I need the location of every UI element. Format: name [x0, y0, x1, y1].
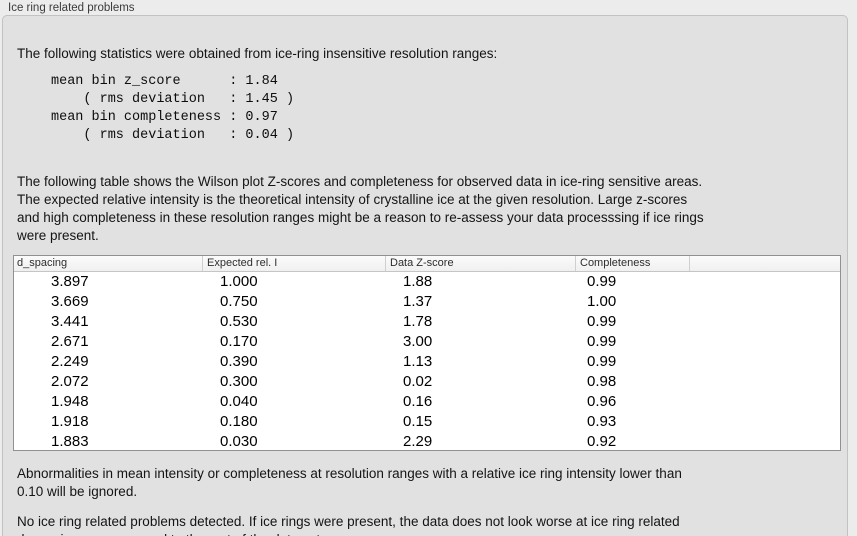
- table-cell: 1.918: [51, 413, 89, 430]
- column-header-empty[interactable]: [690, 256, 840, 271]
- table-cell: 2.671: [51, 333, 89, 350]
- table-cell: 0.530: [220, 313, 258, 330]
- table-cell: 1.78: [403, 313, 433, 330]
- ice-ring-table: d_spacing Expected rel. I Data Z-score Comp…: [13, 255, 841, 451]
- table-cell: 1.37: [403, 293, 433, 310]
- table-cell: [690, 372, 840, 392]
- ignore-note: Abnormalities in mean intensity or compl…: [17, 466, 682, 499]
- table-row[interactable]: 3.897 1.000 1.88 0.99: [14, 272, 840, 292]
- column-header-completeness[interactable]: Completeness: [576, 256, 690, 271]
- table-cell: 1.883: [51, 433, 89, 450]
- table-cell: 1.948: [51, 393, 89, 410]
- table-cell: 1.00: [587, 293, 617, 310]
- column-header-d-spacing[interactable]: d_spacing: [14, 256, 203, 271]
- table-cell: 2.249: [51, 353, 89, 370]
- table-cell: 0.99: [587, 313, 617, 330]
- table-cell: 1.88: [403, 273, 433, 290]
- table-row[interactable]: 3.441 0.530 1.78 0.99: [14, 312, 840, 332]
- table-cell: 0.99: [587, 273, 617, 290]
- table-cell: [690, 312, 840, 332]
- table-cell: 0.92: [587, 433, 617, 450]
- table-cell: 0.96: [587, 393, 617, 410]
- table-cell: [690, 332, 840, 352]
- table-row[interactable]: 2.671 0.170 3.00 0.99: [14, 332, 840, 352]
- table-cell: 2.072: [51, 373, 89, 390]
- table-cell: 2.29: [403, 433, 433, 450]
- table-cell: 0.180: [220, 413, 258, 430]
- table-row[interactable]: 1.883 0.030 2.29 0.92: [14, 432, 840, 450]
- table-cell: [690, 412, 840, 432]
- table-cell: [690, 292, 840, 312]
- table-cell: 0.02: [403, 373, 433, 390]
- table-description: The following table shows the Wilson plo…: [17, 174, 704, 243]
- table-row[interactable]: 2.249 0.390 1.13 0.99: [14, 352, 840, 372]
- table-cell: 3.897: [51, 273, 89, 290]
- table-cell: 1.000: [220, 273, 258, 290]
- stats-block: mean bin z_score : 1.84 ( rms deviation …: [51, 74, 295, 143]
- column-header-data-z-score[interactable]: Data Z-score: [386, 256, 576, 271]
- conclusion-text: No ice ring related problems detected. I…: [17, 514, 680, 536]
- table-cell: 3.669: [51, 293, 89, 310]
- table-cell: 3.441: [51, 313, 89, 330]
- table-cell: 0.99: [587, 333, 617, 350]
- table-header-row: d_spacing Expected rel. I Data Z-score Comp…: [14, 256, 840, 272]
- table-cell: 0.16: [403, 393, 433, 410]
- table-cell: 1.13: [403, 353, 433, 370]
- table-body: 3.897 1.000 1.88 0.99 3.669 0.750 1.37 1.00 3.44…: [14, 272, 840, 450]
- table-cell: 0.99: [587, 353, 617, 370]
- column-header-expected-rel-i[interactable]: Expected rel. I: [203, 256, 386, 271]
- table-row[interactable]: 2.072 0.300 0.02 0.98: [14, 372, 840, 392]
- table-cell: [690, 272, 840, 292]
- table-row[interactable]: 1.918 0.180 0.15 0.93: [14, 412, 840, 432]
- panel-title: Ice ring related problems: [8, 2, 135, 14]
- table-cell: 0.98: [587, 373, 617, 390]
- table-row[interactable]: 1.948 0.040 0.16 0.96: [14, 392, 840, 412]
- table-cell: 3.00: [403, 333, 433, 350]
- ice-ring-groupbox: The following statistics were obtained f…: [2, 15, 848, 536]
- table-cell: 0.15: [403, 413, 433, 430]
- table-row[interactable]: 3.669 0.750 1.37 1.00: [14, 292, 840, 312]
- table-cell: [690, 432, 840, 450]
- table-cell: 0.040: [220, 393, 258, 410]
- table-cell: 0.750: [220, 293, 258, 310]
- intro-text: The following statistics were obtained f…: [17, 46, 498, 61]
- table-cell: 0.170: [220, 333, 258, 350]
- table-cell: 0.93: [587, 413, 617, 430]
- table-cell: 0.030: [220, 433, 258, 450]
- table-cell: 0.300: [220, 373, 258, 390]
- table-cell: [690, 352, 840, 372]
- table-cell: [690, 392, 840, 412]
- table-cell: 0.390: [220, 353, 258, 370]
